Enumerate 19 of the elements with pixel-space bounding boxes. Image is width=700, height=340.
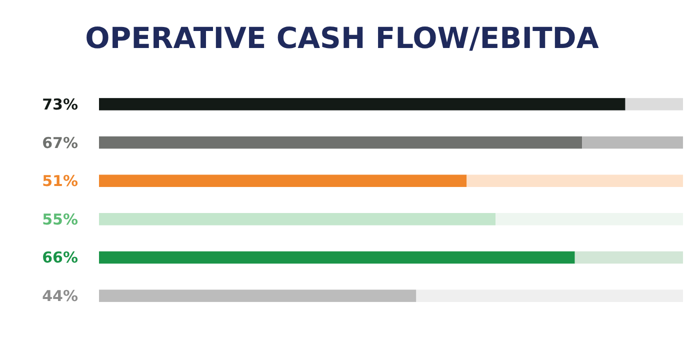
bar (99, 290, 416, 302)
bar (466, 174, 683, 187)
bar (99, 98, 626, 110)
bar (574, 251, 683, 264)
data-label: 73% (42, 95, 78, 114)
data-label: 51% (42, 172, 78, 190)
bar (582, 136, 683, 149)
bar (99, 174, 467, 187)
data-label: 66% (42, 248, 78, 267)
data-label: 55% (42, 210, 78, 228)
bar (99, 136, 582, 149)
data-label: 44% (42, 287, 78, 306)
bar (496, 213, 683, 226)
bar (416, 290, 683, 302)
data-label: 67% (42, 134, 78, 152)
bar (99, 213, 496, 226)
chart-title: OPERATIVE CASH FLOW/EBITDA (85, 21, 600, 55)
bar (99, 251, 575, 264)
bar (625, 98, 683, 110)
